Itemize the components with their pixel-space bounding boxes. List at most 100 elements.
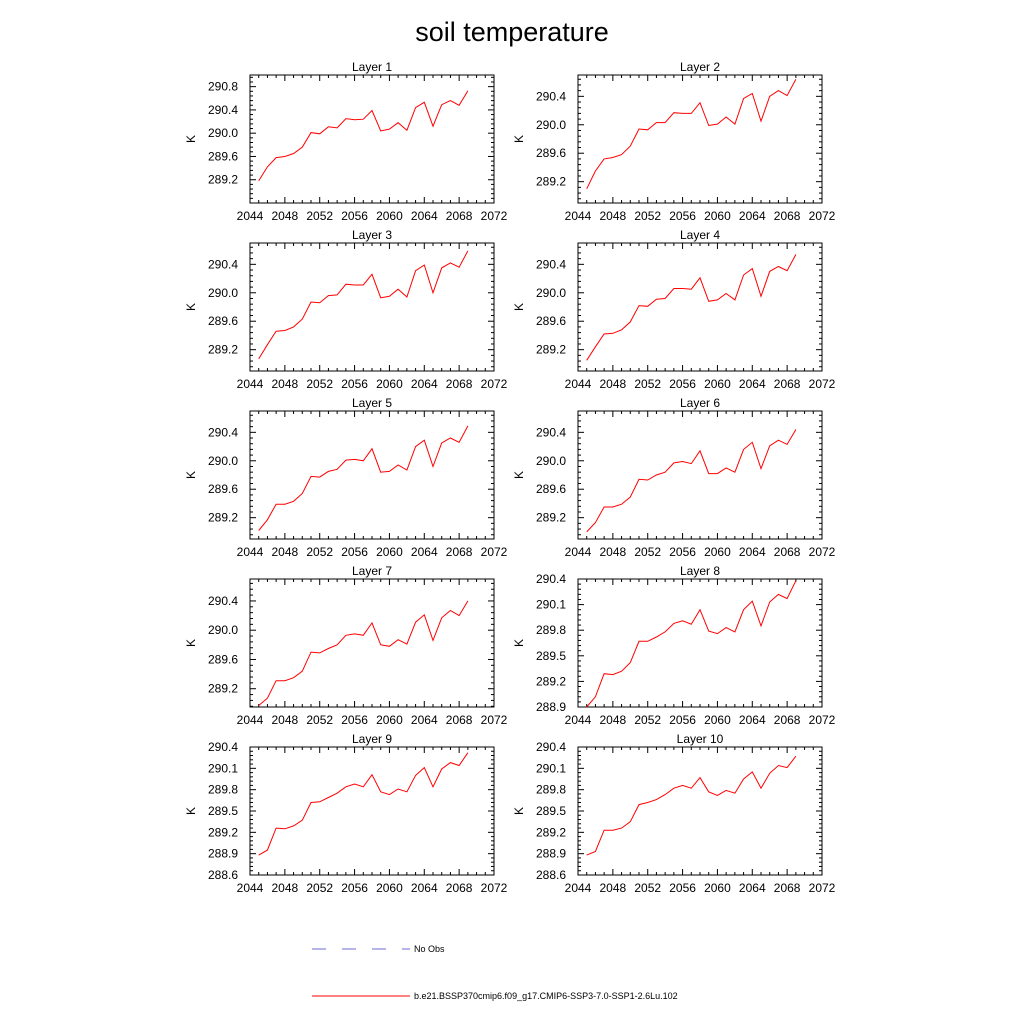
y-tick-label: 290.4: [536, 425, 566, 439]
x-tick-label: 2048: [272, 881, 299, 895]
x-tick-label: 2052: [634, 209, 661, 223]
x-tick-label: 2060: [704, 545, 731, 559]
y-tick-label: 289.2: [208, 173, 238, 187]
x-tick-label: 2056: [341, 881, 368, 895]
x-tick-label: 2048: [600, 713, 627, 727]
y-tick-label: 289.8: [536, 783, 566, 797]
x-tick-label: 2048: [600, 209, 627, 223]
series-line-layer-9: [258, 752, 469, 856]
y-tick-label: 289.5: [536, 649, 566, 663]
x-tick-label: 2068: [774, 881, 801, 895]
y-tick-label: 288.9: [208, 847, 238, 861]
y-tick-label: 289.2: [208, 511, 238, 525]
panel-layer-1: Layer 1 K 2044 2048 2052 2056 2060 2064 2068 2072…: [184, 60, 508, 223]
x-tick-label: 2044: [565, 545, 592, 559]
x-tick-label: 2064: [411, 377, 438, 391]
panel-title: Layer 9: [352, 732, 392, 746]
x-tick-label: 2056: [669, 545, 696, 559]
x-tick-label: 2048: [272, 377, 299, 391]
y-tick-label: 289.5: [536, 804, 566, 818]
plot-frame: [249, 242, 495, 372]
y-tick-label: 290.4: [208, 594, 238, 608]
y-tick-label: 289.5: [208, 804, 238, 818]
x-tick-label: 2068: [446, 713, 473, 727]
x-tick-label: 2060: [376, 209, 403, 223]
y-tick-label: 290.4: [536, 740, 566, 754]
y-axis-label: K: [512, 807, 526, 815]
x-tick-label: 2072: [481, 545, 508, 559]
y-tick-label: 290.4: [208, 740, 238, 754]
panel-layer-6: Layer 6 K 2044 2048 2052 2056 2060 2064 2068 2072…: [512, 396, 836, 559]
x-tick-label: 2072: [481, 377, 508, 391]
x-tick-label: 2068: [774, 377, 801, 391]
y-tick-label: 290.0: [208, 623, 238, 637]
y-tick-label: 289.6: [536, 482, 566, 496]
x-tick-label: 2072: [809, 209, 836, 223]
x-tick-label: 2068: [446, 881, 473, 895]
plot-frame: [249, 578, 495, 708]
y-tick-label: 289.8: [536, 623, 566, 637]
panel-layer-10: Layer 10 K 2044 2048 2052 2056 2060 2064 2068 207…: [512, 732, 836, 895]
y-tick-label: 289.6: [208, 482, 238, 496]
y-tick-label: 290.0: [536, 286, 566, 300]
series-line-layer-3: [258, 250, 469, 360]
x-tick-label: 2044: [237, 713, 264, 727]
series-line-layer-10: [586, 755, 797, 856]
y-tick-label: 290.1: [208, 761, 238, 775]
panel-layer-7: Layer 7 K 2044 2048 2052 2056 2060 2064 2068 2072…: [184, 564, 508, 727]
x-tick-label: 2064: [739, 377, 766, 391]
panel-layer-3: Layer 3 K 2044 2048 2052 2056 2060 2064 2068 2072…: [184, 228, 508, 391]
y-tick-label: 289.6: [208, 149, 238, 163]
y-tick-label: 289.2: [208, 343, 238, 357]
y-tick-label: 289.6: [208, 652, 238, 666]
panel-layer-8: Layer 8 K 2044 2048 2052 2056 2060 2064 2068 2072…: [512, 564, 836, 727]
x-tick-label: 2060: [704, 713, 731, 727]
plot-frame: [577, 242, 823, 372]
x-tick-label: 2064: [411, 881, 438, 895]
y-tick-label: 289.8: [208, 783, 238, 797]
figure-title: soil temperature: [415, 17, 609, 47]
x-tick-label: 2068: [774, 545, 801, 559]
series-line-layer-2: [586, 79, 797, 190]
x-tick-label: 2044: [565, 881, 592, 895]
x-tick-label: 2044: [237, 377, 264, 391]
plot-frame: [577, 746, 823, 876]
series-line-layer-7: [258, 600, 469, 706]
y-axis-label: K: [184, 303, 198, 311]
x-tick-label: 2056: [341, 377, 368, 391]
panel-title: Layer 8: [680, 564, 720, 578]
panel-title: Layer 5: [352, 396, 392, 410]
y-tick-label: 290.0: [208, 454, 238, 468]
y-axis-label: K: [512, 471, 526, 479]
series-line-layer-5: [258, 425, 469, 531]
y-tick-label: 290.4: [208, 103, 238, 117]
y-tick-label: 290.1: [536, 598, 566, 612]
series-line-layer-4: [586, 254, 797, 361]
x-tick-label: 2048: [272, 545, 299, 559]
y-tick-label: 290.4: [536, 257, 566, 271]
y-tick-label: 290.0: [536, 454, 566, 468]
y-tick-label: 289.2: [536, 343, 566, 357]
x-tick-label: 2052: [634, 545, 661, 559]
x-tick-label: 2056: [341, 209, 368, 223]
panel-title: Layer 1: [352, 60, 392, 74]
plot-frame: [249, 746, 495, 876]
x-tick-label: 2060: [704, 209, 731, 223]
panel-title: Layer 7: [352, 564, 392, 578]
x-tick-label: 2052: [306, 209, 333, 223]
series-line-layer-6: [586, 429, 797, 533]
x-tick-label: 2056: [669, 881, 696, 895]
plot-frame: [577, 410, 823, 540]
y-tick-label: 288.6: [208, 868, 238, 882]
y-tick-label: 288.6: [536, 868, 566, 882]
panel-layer-4: Layer 4 K 2044 2048 2052 2056 2060 2064 2068 2072…: [512, 228, 836, 391]
x-tick-label: 2064: [739, 545, 766, 559]
legend-model-label: b.e21.BSSP370cmip6.f09_g17.CMIP6-SSP3-7.…: [414, 991, 678, 1001]
panel-layer-2: Layer 2 K 2044 2048 2052 2056 2060 2064 2068 2072…: [512, 60, 836, 223]
panel-grid: Layer 1 K 2044 2048 2052 2056 2060 2064 2068 2072…: [184, 60, 836, 895]
y-tick-label: 290.1: [536, 761, 566, 775]
x-tick-label: 2044: [565, 209, 592, 223]
y-tick-label: 288.9: [536, 847, 566, 861]
y-tick-label: 290.0: [208, 286, 238, 300]
